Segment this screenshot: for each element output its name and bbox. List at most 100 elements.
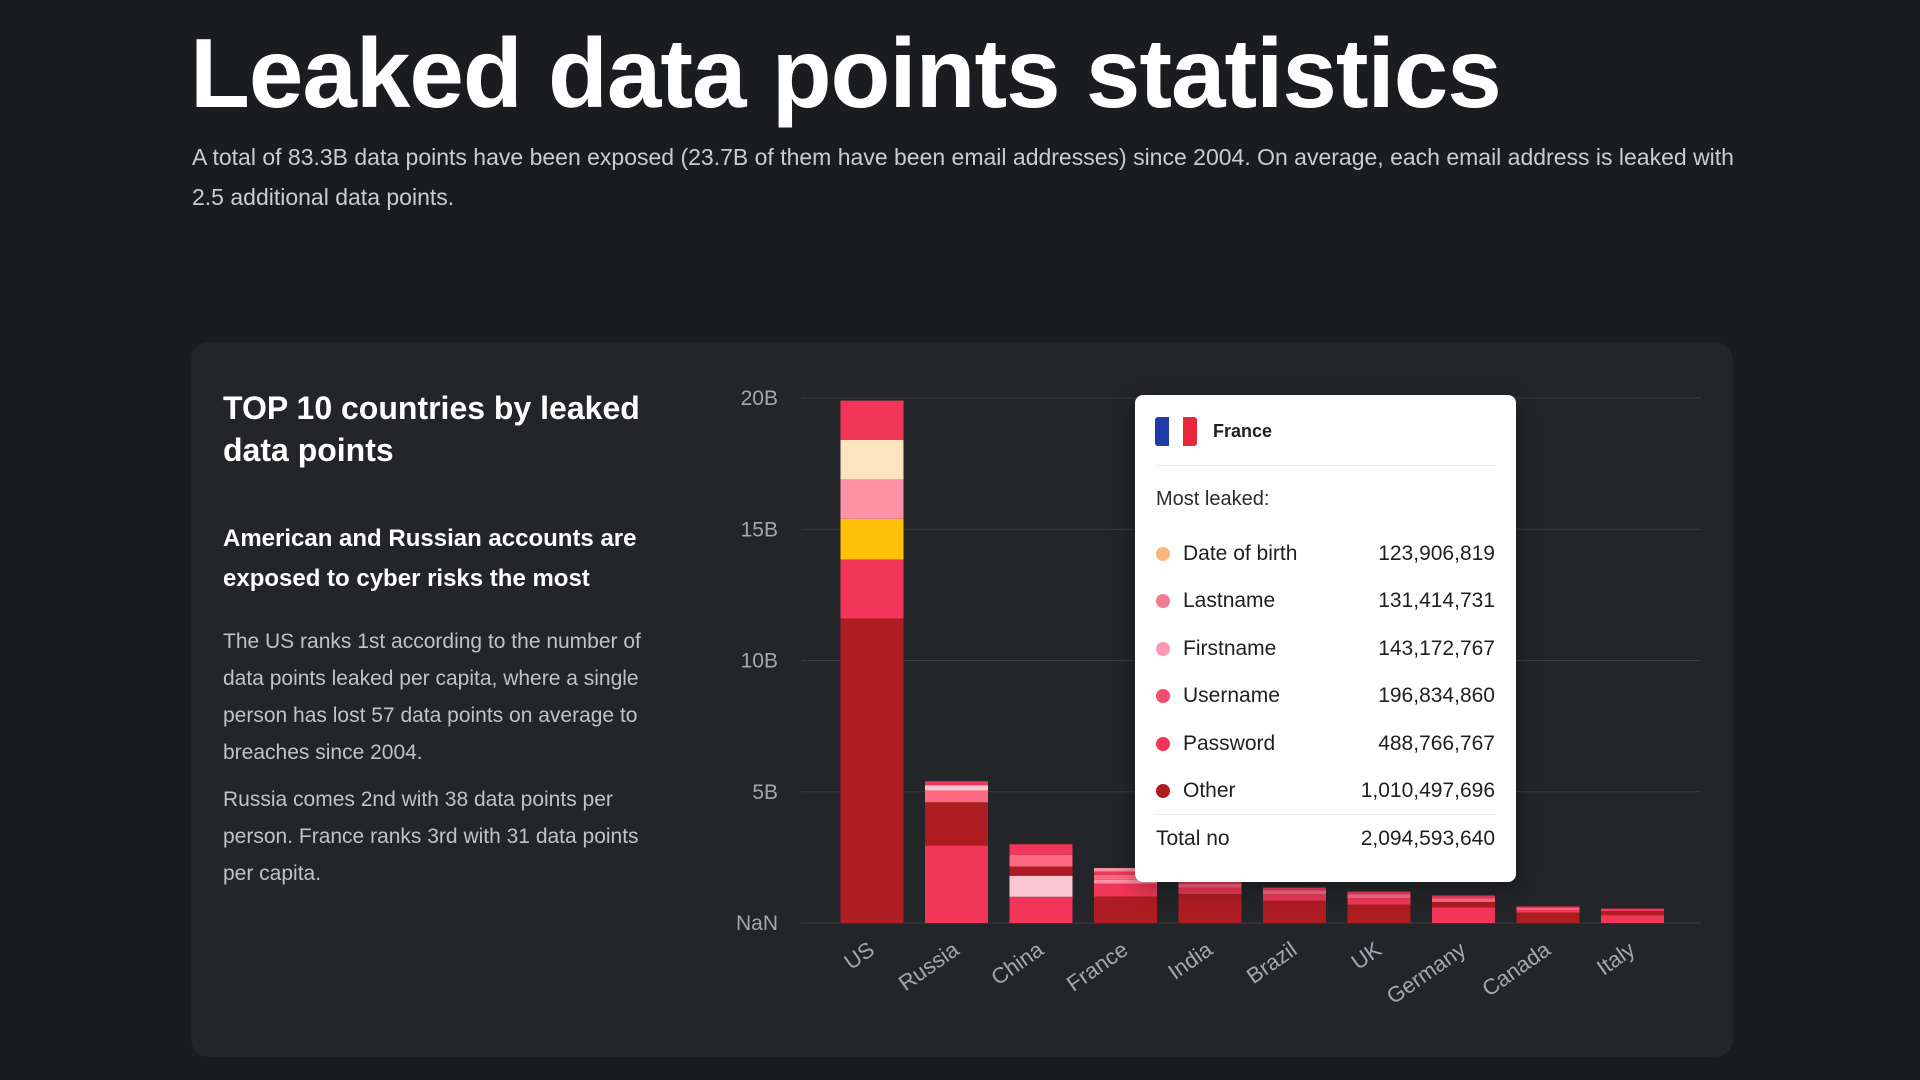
bar-segment[interactable]	[1009, 875, 1073, 897]
bar-segment[interactable]	[1516, 906, 1580, 908]
x-tick-label: UK	[1346, 936, 1386, 974]
legend-dot-icon	[1156, 689, 1170, 704]
bar-segment[interactable]	[1009, 896, 1073, 923]
bar-segment[interactable]	[840, 518, 904, 560]
y-tick-label: NaN	[736, 912, 778, 935]
x-tick-label: Italy	[1592, 937, 1639, 981]
bar-segment[interactable]	[1516, 909, 1580, 913]
bar-segment[interactable]	[1432, 898, 1495, 902]
x-tick-label: US	[839, 937, 878, 975]
legend-dot-icon	[1156, 546, 1170, 561]
legend-dot-icon	[1156, 594, 1170, 609]
tooltip-total-value: 2,094,593,640	[1360, 827, 1495, 850]
tooltip-row-label: Other	[1183, 779, 1236, 803]
tooltip-heading: Most leaked:	[1156, 488, 1270, 510]
tooltip-row: Date of birth 123,906,819	[1156, 530, 1495, 578]
x-tick-label: China	[986, 936, 1048, 990]
bar-segment[interactable]	[925, 785, 988, 791]
tooltip-row-value: 196,834,860	[1378, 684, 1495, 708]
bar-segment[interactable]	[1263, 894, 1326, 901]
legend-dot-icon	[1156, 784, 1170, 799]
tooltip-row-label: Firstname	[1183, 636, 1277, 660]
tooltip-row-label: Date of birth	[1183, 541, 1298, 565]
tooltip-total-row: Total no 2,094,593,640	[1156, 814, 1495, 863]
tooltip-row: Password 488,766,767	[1156, 720, 1495, 768]
bar-segment[interactable]	[1094, 896, 1157, 923]
bar-segment[interactable]	[1516, 907, 1580, 910]
chart-card: TOP 10 countries by leaked data points A…	[191, 342, 1733, 1057]
x-tick-label: Russia	[894, 936, 964, 995]
tooltip-row-value: 1,010,497,696	[1360, 779, 1495, 803]
x-tick-label: Brazil	[1242, 937, 1301, 989]
bar-segment[interactable]	[1263, 887, 1326, 891]
bar-segment[interactable]	[1432, 895, 1495, 899]
bar-segment[interactable]	[1009, 854, 1073, 867]
y-tick-label: 5B	[752, 781, 778, 804]
bar-segment[interactable]	[925, 802, 988, 846]
tooltip-header: France	[1155, 417, 1496, 466]
bar-segment[interactable]	[1432, 902, 1495, 908]
flag-stripe-white	[1169, 417, 1183, 446]
x-tick-label: Canada	[1477, 936, 1555, 1001]
x-tick-label: India	[1163, 936, 1217, 984]
tooltip-row-label: Password	[1183, 731, 1276, 755]
y-tick-label: 15B	[741, 518, 778, 541]
bar-segment[interactable]	[1347, 904, 1411, 923]
legend-dot-icon	[1156, 641, 1170, 656]
bar-segment[interactable]	[1432, 907, 1495, 923]
tooltip-total-label: Total no	[1156, 827, 1230, 850]
y-tick-label: 10B	[741, 650, 778, 673]
bar-segment[interactable]	[1009, 844, 1073, 855]
tooltip-row: Lastname 131,414,731	[1156, 578, 1495, 626]
bar-segment[interactable]	[925, 790, 988, 803]
bar-segment[interactable]	[1516, 912, 1580, 924]
chart-tooltip: France Most leaked: Date of birth 123,906…	[1135, 395, 1516, 882]
tooltip-row-label: Username	[1183, 684, 1280, 708]
tooltip-row-value: 143,172,767	[1378, 636, 1495, 660]
bar-segment[interactable]	[1263, 890, 1326, 895]
bar-segment[interactable]	[840, 618, 904, 924]
y-tick-label: 20B	[741, 387, 778, 410]
stacked-bar-chart: NaN 5B 10B 15B 20B US Russia China France India Br…	[736, 387, 1701, 1009]
flag-stripe-red	[1183, 417, 1197, 446]
bar-segment[interactable]	[1094, 871, 1157, 875]
bar-segment[interactable]	[1094, 874, 1157, 880]
bar-segment[interactable]	[840, 440, 904, 480]
bar-segment[interactable]	[840, 479, 904, 519]
bar-segment[interactable]	[1347, 894, 1411, 899]
card-title: TOP 10 countries by leaked data points	[223, 390, 640, 468]
bar-segment[interactable]	[1263, 900, 1326, 923]
tooltip-row-value: 131,414,731	[1378, 589, 1495, 613]
bar-segment[interactable]	[840, 559, 904, 619]
bar-segment[interactable]	[1094, 883, 1157, 897]
card-paragraph-1: The US ranks 1st according to the number…	[223, 630, 641, 764]
bar-segment[interactable]	[1347, 898, 1411, 905]
tooltip-country: France	[1213, 421, 1273, 441]
bar-segment[interactable]	[1094, 868, 1157, 872]
bar-segment[interactable]	[925, 845, 988, 923]
bar-segment[interactable]	[1178, 894, 1242, 923]
tooltip-row-value: 488,766,767	[1378, 731, 1495, 755]
tooltip-rows: Date of birth 123,906,819 Lastname 131,414,…	[1156, 530, 1495, 815]
legend-dot-icon	[1156, 736, 1170, 751]
tooltip-row: Other 1,010,497,696	[1156, 768, 1495, 816]
bar-segment[interactable]	[1094, 879, 1157, 884]
page-title: Leaked data points statistics	[190, 18, 1502, 128]
card-paragraph-2: Russia comes 2nd with 38 data points per…	[223, 788, 639, 885]
x-tick-label: France	[1062, 937, 1132, 997]
bar-segment[interactable]	[1601, 908, 1664, 912]
bar-segment[interactable]	[1347, 891, 1411, 895]
tooltip-row: Username 196,834,860	[1156, 673, 1495, 721]
bar-segment[interactable]	[1009, 866, 1073, 876]
page-subtitle: A total of 83.3B data points have been e…	[192, 144, 1734, 210]
bar-segment[interactable]	[1601, 911, 1664, 916]
bar-segment[interactable]	[1178, 883, 1242, 888]
bar-segment[interactable]	[840, 400, 904, 440]
bar-segment[interactable]	[1178, 881, 1242, 884]
bar-segment[interactable]	[925, 781, 988, 786]
bar-segment[interactable]	[1178, 887, 1242, 895]
tooltip-row: Firstname 143,172,767	[1156, 625, 1495, 673]
card-text-panel: TOP 10 countries by leaked data points A…	[223, 387, 673, 892]
bar-segment[interactable]	[1601, 915, 1664, 923]
x-tick-label: Germany	[1382, 937, 1470, 1009]
